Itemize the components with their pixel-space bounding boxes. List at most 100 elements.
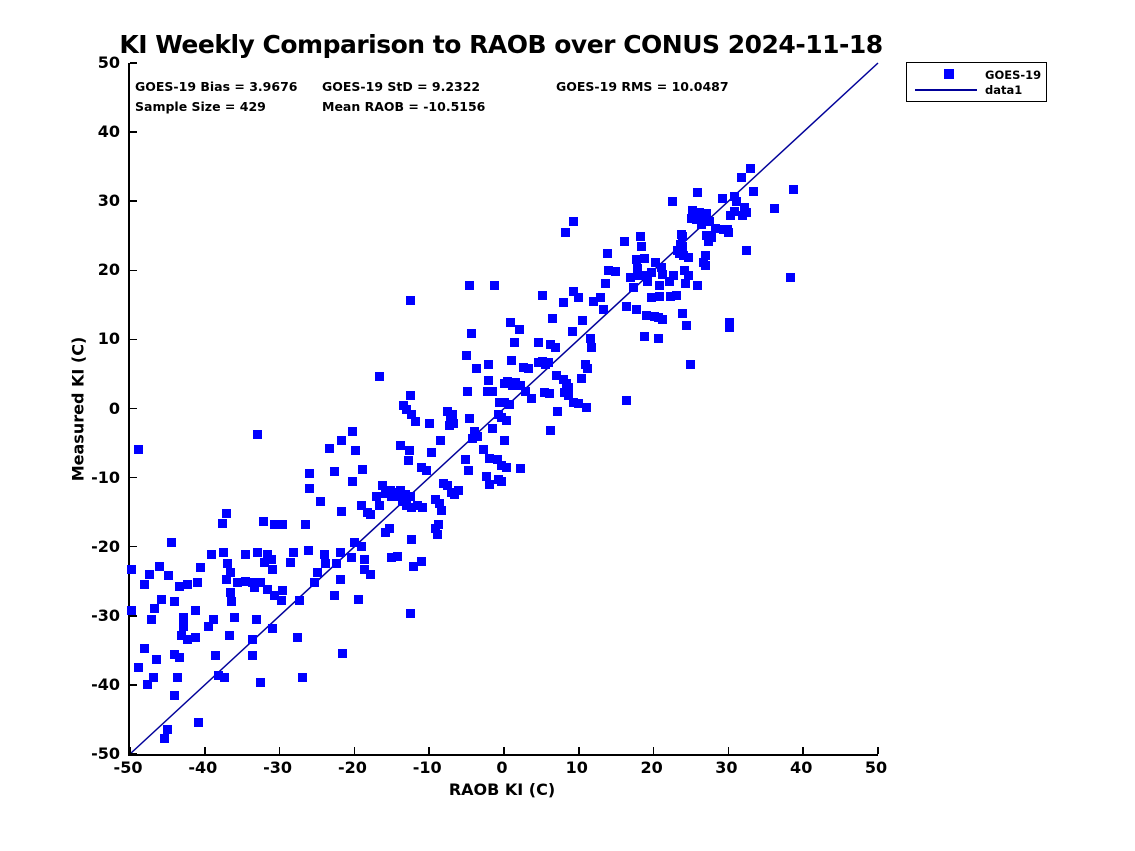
scatter-point [646, 267, 656, 277]
scatter-point [366, 510, 376, 520]
scatter-point [169, 691, 179, 701]
scatter-point [346, 553, 356, 563]
scatter-point [305, 484, 315, 494]
scatter-point [489, 281, 499, 290]
scatter-point [545, 340, 555, 350]
scatter-point [353, 594, 363, 604]
x-tick-label: 20 [640, 758, 663, 777]
scatter-point [678, 231, 688, 241]
scatter-point [479, 444, 489, 454]
scatter-point [406, 390, 415, 400]
scatter-point [313, 567, 323, 577]
scatter-point [177, 631, 187, 641]
scatter-point [426, 447, 436, 457]
scatter-point [631, 305, 641, 315]
scatter-point [466, 329, 476, 339]
scatter-point [568, 327, 578, 337]
scatter-point [208, 614, 218, 624]
scatter-point [500, 435, 510, 445]
scatter-point [359, 554, 369, 564]
scatter-point [726, 211, 736, 221]
scatter-point [687, 213, 697, 223]
scatter-point [374, 501, 384, 511]
scatter-point [587, 342, 597, 352]
x-axis-label: RAOB KI (C) [448, 780, 556, 799]
scatter-point [537, 291, 547, 301]
scatter-point [385, 486, 395, 496]
scatter-point [174, 652, 184, 662]
scatter-point [305, 468, 315, 478]
scatter-point [569, 286, 579, 296]
legend-line-swatch [915, 89, 977, 91]
y-tick-label: -20 [91, 536, 120, 556]
scatter-point [442, 481, 452, 491]
scatter-point [268, 624, 278, 634]
scatter-point [366, 569, 376, 579]
scatter-point [671, 290, 681, 300]
scatter-point [655, 281, 665, 290]
scatter-point [406, 608, 415, 618]
scatter-point [227, 596, 237, 606]
legend-item-data1: data1 [985, 83, 1023, 97]
y-tick-label: 40 [97, 122, 120, 142]
scatter-point [156, 594, 166, 604]
y-tick-mark [130, 684, 137, 686]
scatter-point [325, 444, 335, 454]
scatter-point [654, 333, 664, 343]
scatter-point [559, 298, 569, 308]
scatter-point [581, 403, 591, 413]
x-tick-label: 10 [565, 758, 588, 777]
scatter-point [495, 398, 504, 408]
scatter-point [329, 466, 339, 476]
x-tick-mark [129, 747, 131, 754]
scatter-point [770, 203, 780, 213]
scatter-point [241, 549, 251, 559]
scatter-point [210, 651, 220, 661]
scatter-point [524, 363, 534, 373]
scatter-point [310, 578, 320, 588]
scatter-point [560, 228, 570, 238]
scatter-point [395, 441, 405, 451]
scatter-point [601, 278, 611, 288]
scatter-point [195, 562, 205, 572]
scatter-point [667, 197, 677, 207]
y-tick-labels: -50 -40 -30 -20 -10 0 10 20 30 40 50 [64, 53, 120, 763]
y-tick-label: -10 [91, 467, 120, 487]
scatter-point [218, 518, 228, 528]
scatter-point [533, 337, 543, 347]
scatter-point [348, 477, 358, 487]
scatter-point [628, 283, 638, 293]
scatter-point [230, 613, 240, 623]
plot-area [127, 62, 879, 756]
scatter-point [204, 621, 214, 631]
scatter-point [140, 644, 150, 654]
scatter-point [163, 571, 173, 581]
scatter-point [406, 295, 415, 305]
scatter-point [226, 567, 236, 577]
scatter-point [741, 245, 751, 255]
scatter-point [337, 436, 347, 446]
scatter-point [700, 251, 710, 261]
scatter-point [321, 559, 331, 569]
x-tick-label: 50 [864, 758, 888, 777]
x-tick-mark [278, 747, 281, 754]
x-tick-mark [353, 747, 356, 754]
y-tick-label: -50 [91, 744, 120, 763]
scatter-point [484, 453, 494, 463]
scatter-point [595, 292, 605, 302]
scatter-point [723, 228, 733, 238]
scatter-point [641, 310, 651, 320]
x-tick-labels: -50 -40 -30 -20 -10 0 10 20 30 40 50 [114, 758, 888, 780]
scatter-point [465, 413, 475, 423]
scatter-point [691, 214, 701, 224]
scatter-point [515, 380, 525, 390]
x-tick-label: -30 [263, 758, 293, 777]
scatter-point [301, 520, 311, 530]
y-tick-mark [130, 753, 137, 755]
scatter-point [268, 565, 278, 574]
scatter-point [398, 400, 408, 410]
scatter-point [725, 323, 735, 333]
scatter-point [585, 334, 595, 344]
scatter-point [679, 266, 689, 276]
scatter-point [286, 558, 296, 568]
